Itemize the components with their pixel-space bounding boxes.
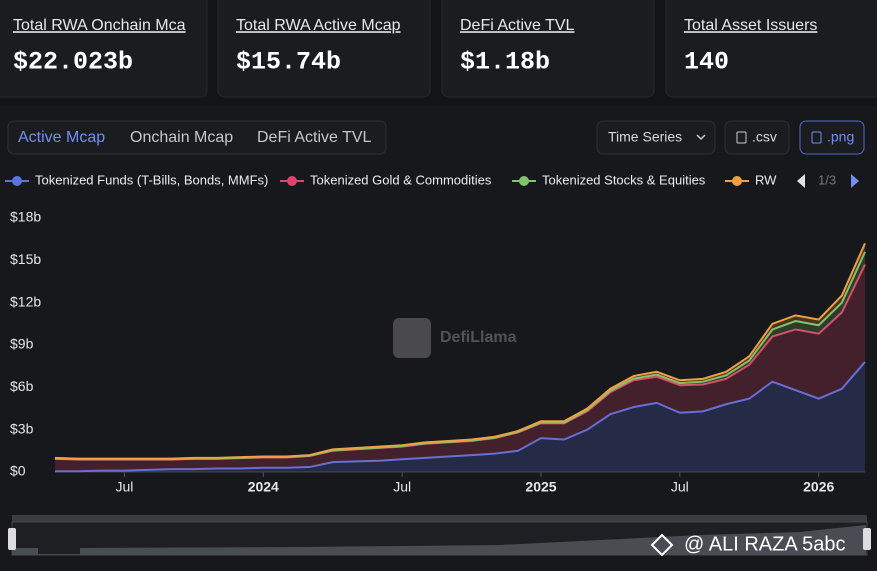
card-title: Total RWA Active Mcap <box>236 17 401 34</box>
x-tick-label: Jul <box>115 479 133 495</box>
card <box>665 0 877 98</box>
legend-marker <box>12 176 22 186</box>
x-tick-label: 2024 <box>248 479 279 495</box>
tab-group <box>7 120 387 155</box>
y-tick-label: $0 <box>10 463 26 479</box>
card-title: Total RWA Onchain Mca <box>13 17 186 34</box>
slider-bar[interactable] <box>12 515 867 522</box>
legend-marker <box>732 176 742 186</box>
png-label: .png <box>827 129 854 145</box>
legend-label: Tokenized Gold & Commodities <box>310 172 492 187</box>
toolbar: Time Series .csv .png <box>596 120 865 155</box>
csv-button[interactable] <box>724 120 790 155</box>
card <box>217 0 431 98</box>
area <box>55 361 865 472</box>
png-button[interactable] <box>799 120 865 155</box>
card <box>0 0 208 98</box>
tab[interactable]: Active Mcap <box>18 129 105 146</box>
y-tick-label: $3b <box>10 420 34 436</box>
overlay-text: @ ALI RAZA 5abc <box>684 533 846 555</box>
y-tick-label: $6b <box>10 378 34 394</box>
tab[interactable]: DeFi Active TVL <box>257 129 372 146</box>
x-tick-label: 2026 <box>803 479 834 495</box>
legend-marker <box>519 176 529 186</box>
watermark-logo <box>393 318 431 358</box>
card-value: $1.18b <box>460 48 550 77</box>
overlay-icon <box>650 533 674 557</box>
file-icon <box>811 131 822 144</box>
y-tick-label: $15b <box>10 251 41 267</box>
y-tick-label: $12b <box>10 293 41 309</box>
legend-next[interactable] <box>851 174 859 188</box>
card-value: $15.74b <box>236 48 341 77</box>
slider-handle[interactable] <box>8 528 16 550</box>
chevron <box>696 134 706 141</box>
view-select-label: Time Series <box>608 129 682 145</box>
y-tick-label: $18b <box>10 209 41 225</box>
view-select[interactable] <box>596 120 716 155</box>
card-value: $22.023b <box>13 48 133 77</box>
watermark-text: DefiLlama <box>440 329 517 346</box>
card-value: 140 <box>684 48 729 77</box>
range-slider <box>8 515 871 556</box>
chart-panel <box>0 106 877 571</box>
line <box>54 242 866 460</box>
y-tick-label: $9b <box>10 336 34 352</box>
card <box>441 0 655 98</box>
x-tick-label: 2025 <box>525 479 556 495</box>
legend-label: RW <box>755 172 777 187</box>
csv-label: .csv <box>752 129 777 145</box>
slider-preview <box>12 525 866 555</box>
card-title: Total Asset Issuers <box>684 17 817 34</box>
x-tick-label: Jul <box>393 479 411 495</box>
card-title: DeFi Active TVL <box>460 17 575 34</box>
line <box>55 361 866 473</box>
watermark: DefiLlama <box>393 318 517 358</box>
stat-cards: Total RWA Onchain Mca $22.023b Total RWA… <box>0 0 877 98</box>
legend-prev[interactable] <box>797 174 805 188</box>
x-tick-label: Jul <box>671 479 689 495</box>
legend-marker <box>287 176 297 186</box>
slider-handle[interactable] <box>863 528 871 550</box>
legend-label: Tokenized Stocks & Equities <box>542 172 706 187</box>
legend-page: 1/3 <box>818 172 836 187</box>
tab[interactable]: Onchain Mcap <box>130 129 233 146</box>
legend-label: Tokenized Funds (T-Bills, Bonds, MMFs) <box>35 172 268 187</box>
tabs: Active Mcap Onchain Mcap DeFi Active TVL <box>7 120 387 155</box>
file-icon <box>736 131 747 144</box>
